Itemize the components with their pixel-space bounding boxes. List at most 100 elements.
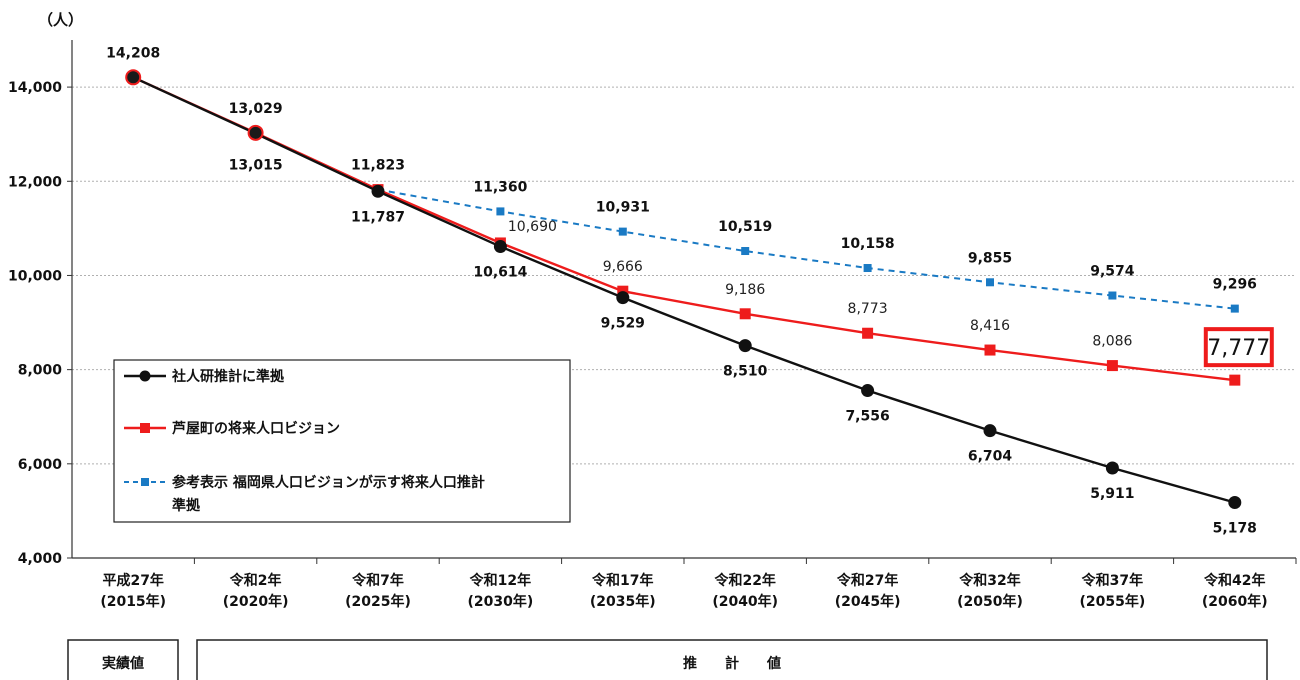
x-tick-label-era: 令和32年: [958, 572, 1020, 589]
data-label-red: 9,666: [603, 259, 643, 275]
data-label-blue: 9,574: [1090, 264, 1135, 280]
data-labels: 13,015 11,787 10,614 9,529 8,510 7,556 6,704 5,…: [106, 45, 1257, 536]
data-point-blue: [741, 247, 750, 256]
data-point-red: [739, 308, 751, 320]
highlight-box: [1203, 327, 1274, 368]
data-label-black: 7,556: [845, 409, 889, 425]
data-label-black: 5,911: [1090, 486, 1134, 502]
y-unit-label: （人）: [38, 11, 83, 29]
data-point-red: [984, 344, 996, 356]
data-point-blue: [618, 227, 627, 236]
y-tick-label: 10,000: [8, 268, 62, 284]
data-label-blue: 11,360: [473, 179, 527, 195]
data-label-black: 13,015: [229, 157, 283, 173]
data-point-black: [1105, 461, 1119, 475]
data-label-black: 10,614: [473, 265, 527, 281]
data-point-black: [1228, 496, 1242, 510]
series-line-1: [132, 76, 1235, 382]
legend-label-black: 社人研推計に準拠: [171, 368, 285, 385]
actual-value-box: [67, 639, 179, 680]
x-tick-label-era: 令和17年: [591, 572, 653, 589]
series-lines: [132, 76, 1236, 504]
series-markers: [125, 69, 1242, 510]
data-point-black: [861, 384, 875, 398]
x-tick-label-era: 令和27年: [836, 572, 898, 589]
data-point-blue: [986, 278, 994, 287]
footer-boxes: 実績値 推 計 値: [67, 639, 1268, 680]
x-tick-label-era: 平成27年: [102, 572, 163, 589]
data-label-black: 6,704: [968, 449, 1013, 465]
data-point-black: [616, 291, 630, 305]
x-tick-label-year: (2025年): [345, 593, 411, 610]
data-point-start: [125, 69, 142, 86]
data-label-red: 13,029: [229, 101, 283, 117]
data-point-black: [371, 184, 385, 198]
highlight-value: 7,777: [1207, 336, 1270, 361]
data-point-2020: [247, 124, 264, 141]
x-tick-label-year: (2045年): [835, 593, 901, 610]
x-tick-label-year: (2040年): [712, 593, 778, 610]
legend-label-blue-line1: 参考表示 福岡県人口ビジョンが示す将来人口推計: [172, 474, 485, 491]
estimate-value-label: 推 計 値: [683, 655, 781, 672]
x-tick-label-year: (2060年): [1202, 593, 1268, 610]
data-label-red: 9,186: [725, 282, 765, 298]
actual-value-label: 実績値: [102, 655, 144, 672]
y-tick-label: 4,000: [18, 551, 63, 567]
data-point-blue: [863, 264, 872, 273]
x-tick-label-era: 令和42年: [1203, 572, 1265, 589]
data-label-red: 14,208: [106, 45, 160, 61]
y-tick-labels: 4,000 6,000 8,000 10,000 12,000 14,000: [8, 80, 62, 567]
data-label-blue: 10,158: [841, 236, 895, 252]
legend-swatch-marker: [139, 370, 151, 382]
x-tick-label-era: 令和12年: [469, 572, 531, 589]
data-point-black: [738, 339, 752, 353]
x-tick-label-era: 令和2年: [229, 572, 282, 589]
data-label-blue: 10,931: [596, 200, 650, 216]
legend-label-red: 芦屋町の将来人口ビジョン: [172, 420, 340, 437]
estimate-value-box: [196, 639, 1268, 680]
legend-swatch-marker: [140, 423, 150, 433]
data-point-blue: [1108, 291, 1117, 300]
legend-label-blue-line2: 準拠: [172, 497, 201, 514]
data-label-blue: 10,519: [718, 219, 772, 235]
y-tick-label: 8,000: [18, 363, 63, 379]
data-label-blue: 9,296: [1213, 277, 1257, 293]
data-label-red: 8,416: [970, 318, 1010, 334]
axes: [67, 40, 1297, 564]
x-tick-label-year: (2035年): [590, 593, 656, 610]
x-tick-label-year: (2050年): [957, 593, 1023, 610]
x-tick-label-era: 令和7年: [351, 572, 404, 589]
data-label-black: 11,787: [351, 209, 405, 225]
x-tick-label-year: (2030年): [468, 593, 534, 610]
highlight-callout: 7,777: [1203, 327, 1274, 368]
x-tick-label-era: 令和22年: [713, 572, 775, 589]
legend-box: [113, 359, 571, 523]
x-tick-label-year: (2020年): [223, 593, 289, 610]
x-tick-labels: 平成27年 (2015年) 令和2年 (2020年) 令和7年 (2025年) 令和12年 (…: [100, 572, 1267, 610]
data-label-blue: 9,855: [968, 250, 1012, 266]
x-tick-label-year: (2055年): [1080, 593, 1146, 610]
data-label-black: 8,510: [723, 364, 768, 380]
data-point-red: [1106, 360, 1118, 372]
x-tick-label-era: 令和37年: [1081, 572, 1143, 589]
data-label-black: 5,178: [1213, 521, 1257, 537]
x-tick-label-year: (2015年): [100, 593, 166, 610]
data-point-black: [493, 240, 507, 254]
data-point-red: [862, 327, 874, 339]
y-tick-label: 12,000: [8, 174, 62, 190]
data-label-black: 9,529: [601, 316, 645, 332]
data-label-red: 8,086: [1092, 334, 1132, 350]
data-label-red: 11,823: [351, 158, 405, 174]
y-tick-label: 14,000: [8, 80, 62, 96]
data-point-red: [1229, 374, 1241, 386]
legend-swatch-marker: [141, 478, 149, 486]
series-line-0: [132, 76, 1236, 504]
data-point-blue: [1230, 304, 1239, 313]
data-point-blue: [496, 207, 505, 216]
y-tick-label: 6,000: [18, 457, 63, 473]
data-label-red: 8,773: [848, 301, 888, 317]
data-label-red: 10,690: [508, 219, 557, 235]
data-point-black: [983, 424, 997, 438]
